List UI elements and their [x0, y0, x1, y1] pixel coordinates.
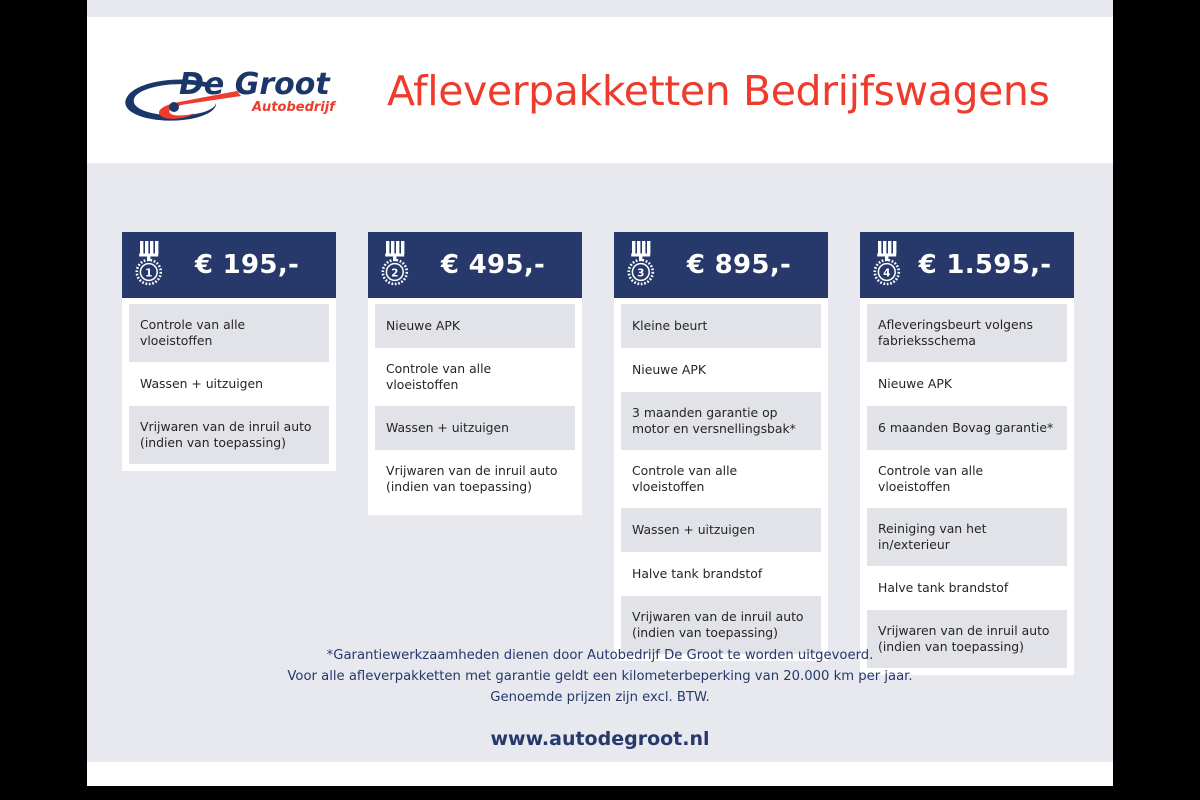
logo-svg: De Groot Autobedrijf [125, 67, 337, 121]
feature-item: Controle van alle vloeistoffen [129, 304, 329, 362]
package-price: € 1.595,- [918, 250, 1052, 280]
feature-item: Kleine beurt [621, 304, 821, 348]
package-card-header: 1 € 195,- [122, 232, 336, 298]
package-card-header: 3 € 895,- [614, 232, 828, 298]
logo-swoosh [125, 79, 217, 121]
svg-text:4: 4 [883, 267, 890, 279]
logo-subwordmark: Autobedrijf [251, 100, 337, 115]
package-price: € 495,- [440, 250, 546, 280]
logo-dot [169, 102, 179, 112]
website-link[interactable]: www.autodegroot.nl [490, 728, 710, 750]
medal-icon: 1 [135, 241, 163, 286]
feature-item: Vrijwaren van de inruil auto (indien van… [621, 596, 821, 654]
svg-text:3: 3 [637, 267, 644, 279]
feature-item: Afleveringsbeurt volgens fabrieksschema [867, 304, 1067, 362]
footer-note-2: Voor alle afleverpakketten met garantie … [287, 669, 913, 684]
footer: *Garantiewerkzaamheden dienen door Autob… [87, 645, 1113, 750]
feature-item: Reiniging van het in/exterieur [867, 508, 1067, 566]
poster-page: De Groot Autobedrijf Afleverpakketten Be… [87, 0, 1113, 786]
logo-wordmark: De Groot [179, 67, 331, 102]
de-groot-logo: De Groot Autobedrijf [117, 61, 377, 129]
package-feature-list: Controle van alle vloeistoffen Wassen + u… [122, 298, 336, 471]
feature-item: 6 maanden Bovag garantie* [867, 406, 1067, 450]
svg-text:1: 1 [145, 267, 152, 279]
medal-icon: 3 [627, 241, 655, 286]
feature-item: Vrijwaren van de inruil auto (indien van… [867, 610, 1067, 668]
package-price: € 195,- [194, 250, 300, 280]
feature-item: Nieuwe APK [375, 304, 575, 348]
package-feature-list: Afleveringsbeurt volgens fabrieksschema N… [860, 298, 1074, 675]
bottom-white-strip [87, 762, 1113, 786]
feature-item: Halve tank brandstof [621, 552, 821, 596]
medal-icon: 2 [381, 241, 409, 286]
package-card[interactable]: 3 € 895,- Kleine beurt Nieuwe APK 3 maanden … [614, 232, 828, 661]
feature-item: Wassen + uitzuigen [129, 362, 329, 406]
feature-item: Vrijwaren van de inruil auto (indien van… [375, 450, 575, 508]
feature-item: Controle van alle vloeistoffen [375, 348, 575, 406]
package-cards: 1 € 195,- Controle van alle vloeistoffen Wa… [122, 232, 1078, 675]
package-card[interactable]: 2 € 495,- Nieuwe APK Controle van alle vloe… [368, 232, 582, 515]
logo-arrow [159, 91, 241, 119]
footer-note-3: Genoemde prijzen zijn excl. BTW. [490, 690, 710, 705]
feature-item: 3 maanden garantie op motor en versnelli… [621, 392, 821, 450]
medal-icon: 4 [873, 241, 901, 286]
page-title: Afleverpakketten Bedrijfswagens [387, 67, 1050, 115]
footer-note-1: *Garantiewerkzaamheden dienen door Autob… [326, 648, 874, 663]
feature-item: Controle van alle vloeistoffen [621, 450, 821, 508]
feature-item: Wassen + uitzuigen [375, 406, 575, 450]
svg-text:2: 2 [391, 267, 398, 279]
feature-item: Wassen + uitzuigen [621, 508, 821, 552]
feature-item: Nieuwe APK [867, 362, 1067, 406]
package-card[interactable]: 1 € 195,- Controle van alle vloeistoffen Wa… [122, 232, 336, 471]
package-feature-list: Kleine beurt Nieuwe APK 3 maanden garantie… [614, 298, 828, 661]
feature-item: Vrijwaren van de inruil auto (indien van… [129, 406, 329, 464]
package-feature-list: Nieuwe APK Controle van alle vloeistoffen… [368, 298, 582, 515]
feature-item: Controle van alle vloeistoffen [867, 450, 1067, 508]
package-card[interactable]: 4 € 1.595,- Afleveringsbeurt volgens fabri… [860, 232, 1074, 675]
package-price: € 895,- [686, 250, 792, 280]
feature-item: Halve tank brandstof [867, 566, 1067, 610]
package-card-header: 4 € 1.595,- [860, 232, 1074, 298]
package-card-header: 2 € 495,- [368, 232, 582, 298]
feature-item: Nieuwe APK [621, 348, 821, 392]
header-band: De Groot Autobedrijf Afleverpakketten Be… [87, 17, 1113, 163]
